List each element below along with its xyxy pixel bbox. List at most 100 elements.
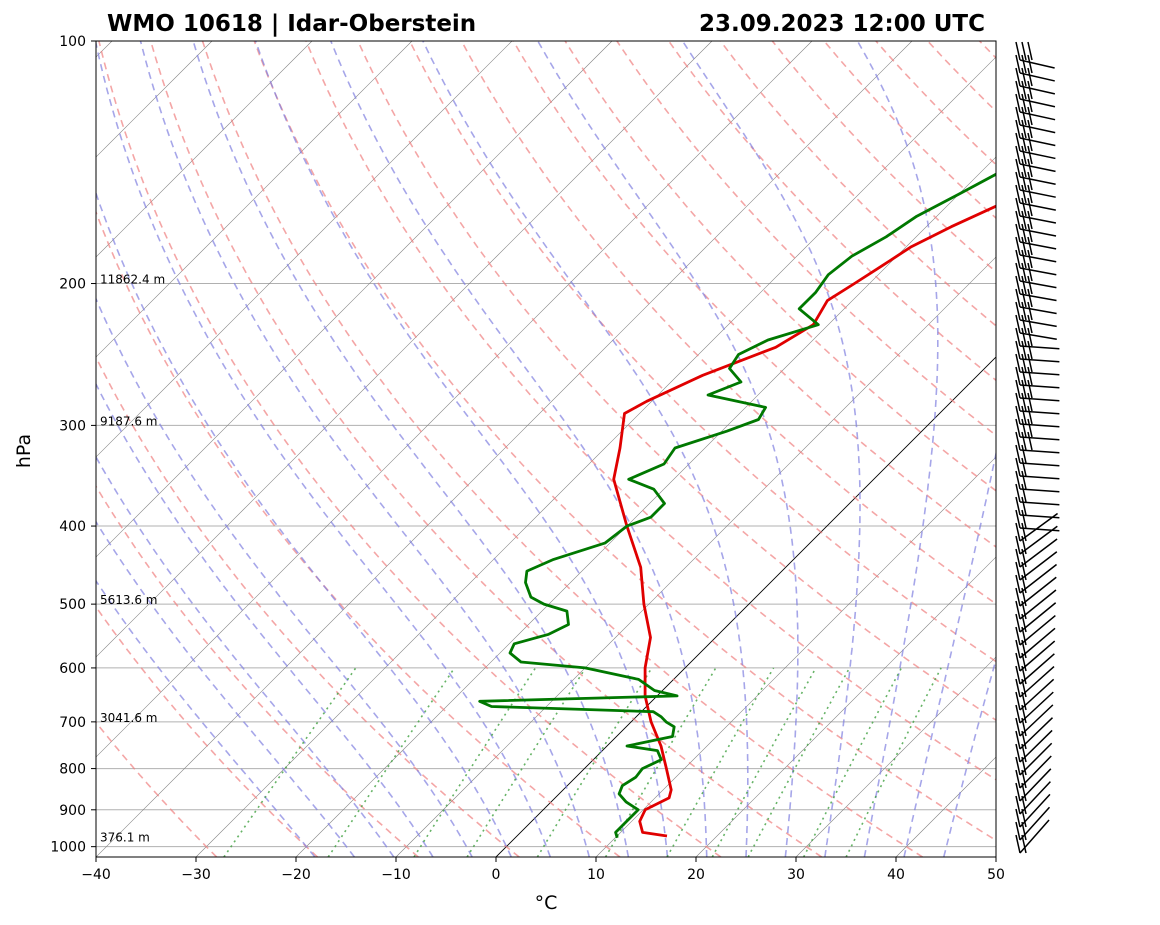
wind-barb-feather <box>1015 327 1021 347</box>
x-tick-label: −10 <box>381 867 411 883</box>
wind-barb-staff <box>1019 215 1057 224</box>
wind-barb-feather <box>1015 717 1021 737</box>
wind-barb-feather <box>1021 769 1027 789</box>
wind-barb-staff <box>1019 306 1057 315</box>
wind-barb-feather <box>1021 457 1027 477</box>
wind-barb <box>1015 119 1056 147</box>
wind-barb-feather <box>1021 535 1027 555</box>
wind-barb-staff <box>1019 538 1058 568</box>
mixing-ratio-line <box>747 667 851 857</box>
wind-barb-staff <box>1019 563 1058 594</box>
wind-barb-feather <box>1021 145 1027 165</box>
wind-barb-staff <box>1019 241 1057 250</box>
wind-barb-feather <box>1015 639 1021 659</box>
isotherm--20 <box>295 156 996 857</box>
moist-adiabat <box>537 41 799 857</box>
wind-barb <box>1015 145 1056 173</box>
wind-barb-staff <box>1019 98 1056 108</box>
wind-barb-feather <box>1021 626 1027 646</box>
y-axis: 100 200 300 400 500 600 700 800 900 1000 <box>50 34 96 856</box>
wind-barb-feather <box>1021 262 1027 282</box>
mixing-ratio-line <box>802 667 903 857</box>
wind-barb-feather <box>1021 197 1027 217</box>
wind-barb-feather <box>1027 366 1033 386</box>
y-tick-label: 300 <box>59 418 86 434</box>
wind-barb-feather <box>1015 249 1021 269</box>
wind-barb-feather <box>1027 54 1033 74</box>
wind-barb-feather <box>1021 171 1027 191</box>
wind-barb-feather <box>1021 249 1027 269</box>
wind-barb-staff <box>1019 358 1060 363</box>
wind-barb-staff <box>1019 293 1057 302</box>
height-label: 9187.6 m <box>100 414 158 428</box>
wind-barb-feather <box>1015 535 1021 555</box>
wind-barb-feather <box>1015 704 1021 724</box>
wind-barb-feather <box>1027 288 1033 308</box>
wind-barb-feather <box>1015 652 1021 672</box>
wind-barb <box>1015 210 1057 237</box>
wind-barb-staff <box>1019 397 1060 402</box>
wind-barb-feather <box>1015 626 1021 646</box>
wind-barb-feather <box>1015 392 1021 412</box>
wind-barb-feather <box>1021 834 1027 854</box>
wind-barb <box>1015 653 1055 685</box>
wind-barb <box>1015 742 1053 776</box>
wind-barb-feather <box>1021 379 1027 399</box>
wind-barb-feather <box>1015 236 1021 256</box>
wind-barb <box>1015 379 1060 402</box>
wind-barb-feather <box>1021 327 1027 347</box>
wind-barb-feather <box>1015 613 1021 633</box>
wind-barb-feather <box>1021 275 1027 295</box>
wind-barb-staff <box>1019 627 1056 659</box>
dry-adiabat <box>96 484 419 857</box>
wind-barb-feather <box>1021 340 1027 360</box>
wind-barb-staff <box>1019 59 1055 69</box>
moist-adiabat <box>96 297 473 857</box>
wind-barb-feather <box>1021 119 1027 139</box>
wind-barb-feather <box>1015 691 1021 711</box>
wind-barb-feather <box>1021 509 1027 529</box>
wind-barb-feather <box>1015 197 1021 217</box>
wind-barb-staff <box>1019 319 1057 328</box>
x-tick-label: 10 <box>587 867 605 883</box>
wind-barb-staff <box>1019 254 1057 263</box>
wind-barb-staff <box>1019 85 1056 95</box>
wind-barb-feather <box>1021 366 1027 386</box>
wind-barb <box>1015 627 1056 659</box>
wind-barb-feather <box>1021 353 1027 373</box>
wind-barb-feather <box>1021 470 1027 490</box>
wind-barb-feather <box>1027 392 1033 412</box>
wind-barb <box>1015 704 1054 737</box>
wind-barb-feather <box>1021 808 1027 828</box>
wind-barb-feather <box>1027 223 1033 243</box>
wind-barb-feather <box>1027 340 1033 360</box>
wind-barb-feather <box>1021 236 1027 256</box>
wind-barb-staff <box>1019 345 1060 350</box>
wind-barb-staff <box>1019 614 1056 646</box>
wind-barb-feather <box>1015 678 1021 698</box>
wind-barb-feather <box>1021 405 1027 425</box>
chart-title-datetime: 23.09.2023 12:00 UTC <box>699 11 985 37</box>
wind-barb <box>1015 366 1060 389</box>
wind-barb-staff <box>1019 163 1056 173</box>
wind-barb-staff <box>1019 525 1058 555</box>
wind-barb <box>1015 314 1057 341</box>
wind-barb-feather <box>1015 340 1021 360</box>
wind-barb-feather <box>1015 145 1021 165</box>
wind-barb <box>1015 563 1058 594</box>
moist-adiabat <box>330 41 708 857</box>
isotherm--100 <box>96 41 313 258</box>
wind-barb-feather <box>1021 418 1027 438</box>
x-tick-label: 40 <box>887 867 905 883</box>
wind-barb-feather <box>1027 106 1033 126</box>
wind-barb-feather <box>1021 80 1027 100</box>
wind-barb-feather <box>1015 262 1021 282</box>
wind-barb-feather <box>1027 145 1033 165</box>
height-label: 3041.6 m <box>100 711 158 725</box>
moist-adiabat <box>96 382 434 857</box>
background-lines <box>96 41 996 857</box>
wind-barb-feather <box>1015 743 1021 763</box>
wind-barb-feather <box>1021 314 1027 334</box>
wind-barb <box>1015 353 1060 376</box>
wind-barb <box>1015 275 1057 302</box>
